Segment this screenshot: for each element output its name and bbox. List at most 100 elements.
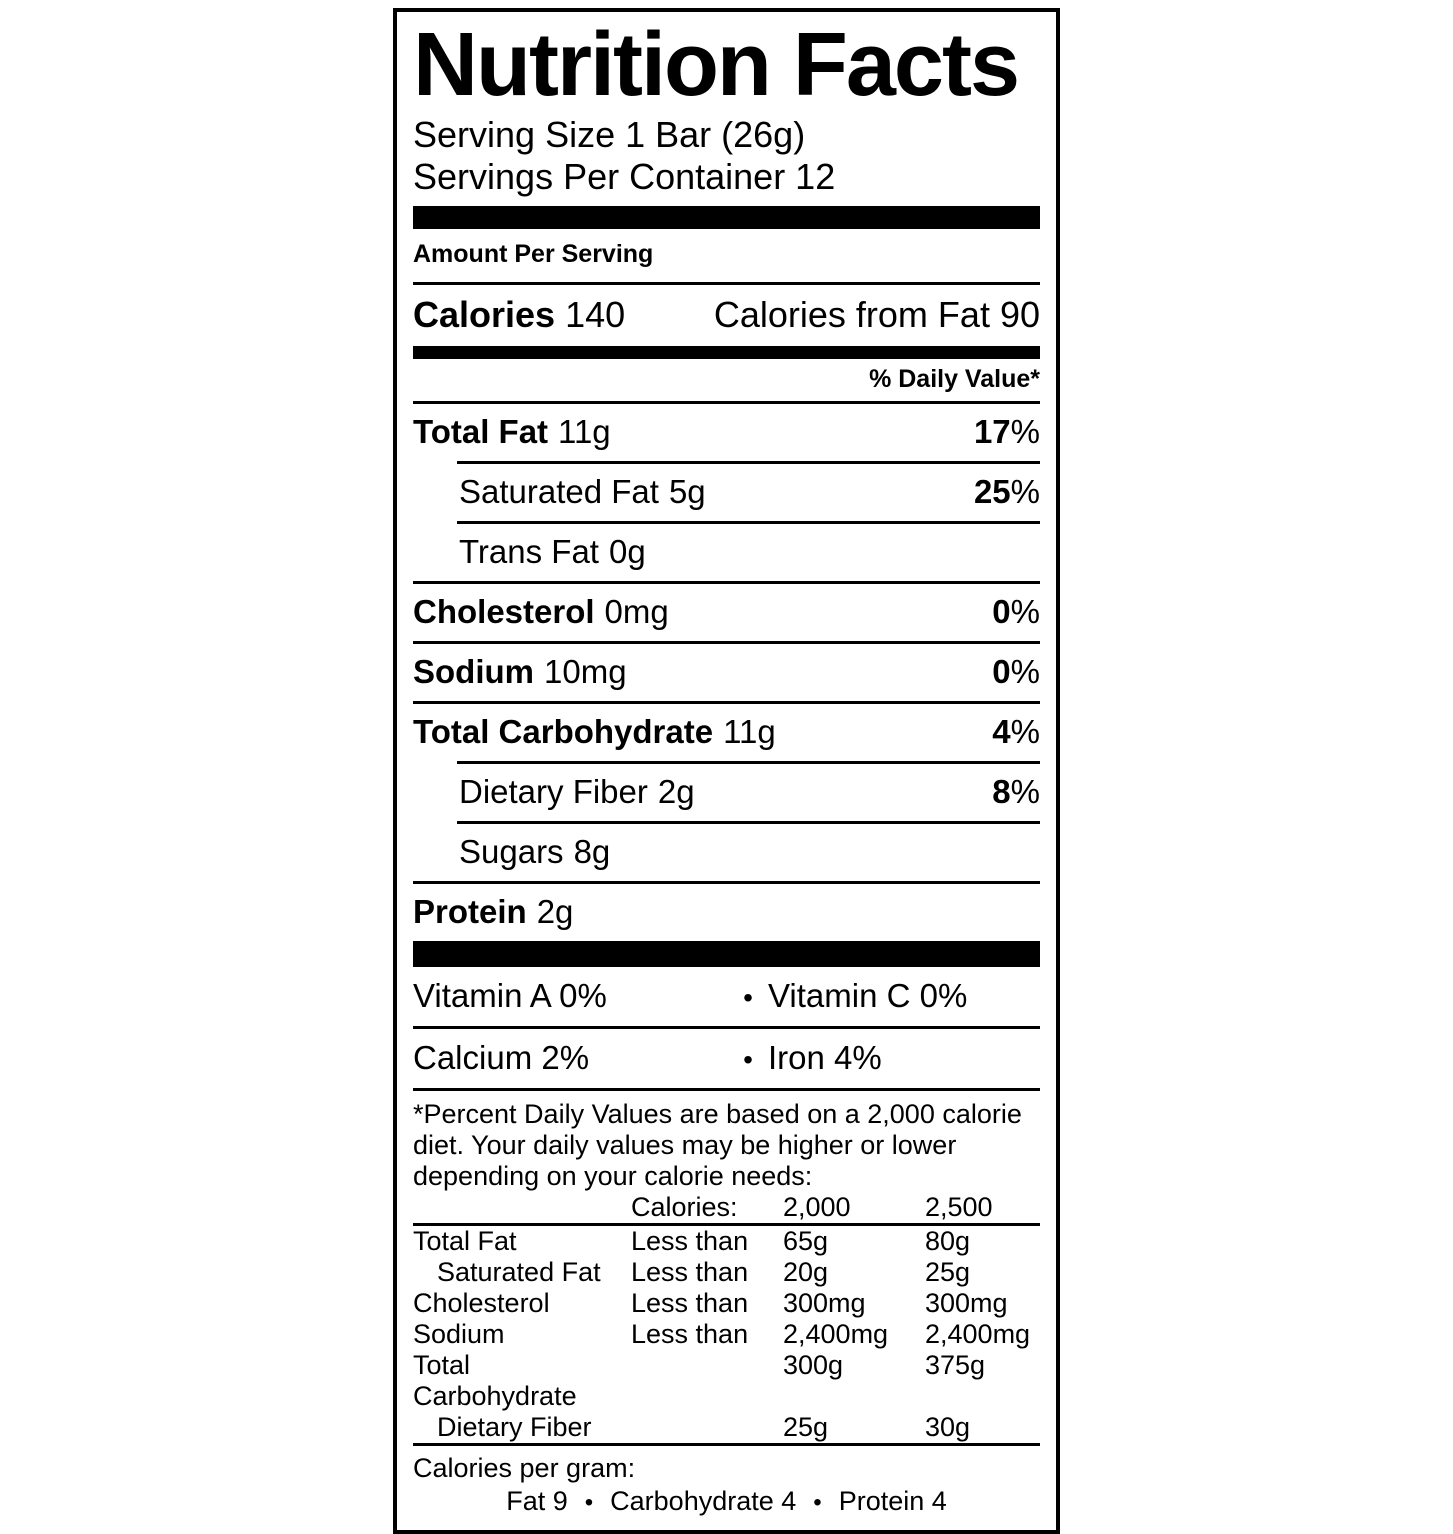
iron: Iron 4% [768,1039,882,1076]
col-2000-header: 2,000 [783,1192,851,1222]
nutrient-name: Sodium [413,653,534,690]
nutrient-name: Total Fat [413,413,549,450]
nutrient-amount: 0mg [604,593,669,630]
cpg-protein: Protein 4 [838,1486,947,1516]
vitamin-a: Vitamin A 0% [413,977,607,1014]
thin-thick-rule [413,346,1040,359]
nutrient-dv: 4% [992,713,1040,751]
nutrient-name: Cholesterol [413,593,595,630]
nutrient-amount: 2g [536,893,574,930]
separator [413,581,1040,584]
reference-row-sodium: Sodium Less than 2,400mg 2,400mg [413,1319,1040,1350]
dv-number: 25 [973,473,1011,510]
nutrient-row-total-fat: Total Fat 11g 17% [413,404,1040,461]
calories-label: Calories [413,294,556,335]
percent-sign: % [1010,713,1040,750]
nutrient-row-trans-fat: Trans Fat 0g [413,524,1040,581]
separator [413,641,1040,644]
nutrient-dv: 17% [974,413,1040,451]
nutrient-amount: 0g [608,533,646,570]
nutrient-dv: 25% [974,473,1040,511]
dv-number: 4 [992,713,1011,750]
ref-2000: 20g [783,1257,829,1287]
ref-qualifier: Less than [631,1319,749,1349]
nutrient-name: Trans Fat [459,533,599,570]
serving-size-text: Serving Size 1 Bar (26g) [413,114,806,155]
daily-value-header: % Daily Value* [869,365,1040,393]
ref-name: Sodium [413,1319,505,1349]
percent-sign: % [1010,653,1040,690]
reference-row-dietary-fiber: Dietary Fiber 25g 30g [413,1412,1040,1443]
ref-2500: 30g [925,1412,971,1442]
reference-row-total-fat: Total Fat Less than 65g 80g [413,1226,1040,1257]
calories-row: Calories 140 Calories from Fat 90 [413,285,1040,346]
calories-per-gram-label: Calories per gram: [413,1453,636,1483]
calories-col-label: Calories: [631,1192,738,1222]
calories-value: 140 [565,294,626,335]
col-2500-header: 2,500 [925,1192,993,1222]
ref-qualifier: Less than [631,1226,749,1256]
ref-name: Dietary Fiber [437,1412,592,1442]
nutrient-name: Protein [413,893,527,930]
label-title: Nutrition Facts [413,15,1020,115]
ref-2000: 2,400mg [783,1319,889,1349]
separator [413,401,1040,404]
nutrient-row-sodium: Sodium 10mg 0% [413,644,1040,701]
nutrient-name: Dietary Fiber [459,773,648,810]
dv-number: 0 [992,653,1011,690]
nutrient-amount: 2g [657,773,695,810]
amount-per-serving-heading: Amount Per Serving [413,240,654,268]
nutrient-dv: 0% [992,653,1040,691]
bullet-icon: • [813,1489,822,1516]
separator [413,1443,1040,1446]
reference-row-saturated-fat: Saturated Fat Less than 20g 25g [413,1257,1040,1288]
separator [413,881,1040,884]
nutrient-row-cholesterol: Cholesterol 0mg 0% [413,584,1040,641]
calories-from-fat: Calories from Fat 90 [714,294,1040,336]
thick-rule-top [413,206,1040,229]
separator-indented [457,461,1040,464]
ref-2000: 25g [783,1412,829,1442]
ref-name: Total Carbohydrate [413,1350,577,1411]
calories-from-fat-value: 90 [999,294,1040,335]
nutrient-row-saturated-fat: Saturated Fat 5g 25% [413,464,1040,521]
dv-number: 17 [973,413,1011,450]
calories-per-gram-values: Fat 9 • Carbohydrate 4 • Protein 4 [413,1484,1040,1522]
separator [413,1026,1040,1029]
daily-value-footnote: *Percent Daily Values are based on a 2,0… [413,1099,1022,1191]
nutrient-row-sugars: Sugars 8g [413,824,1040,881]
ref-name: Total Fat [413,1226,517,1256]
reference-table-header: Calories: 2,000 2,500 [413,1192,1040,1223]
ref-2000: 300mg [783,1288,866,1318]
ref-2500: 25g [925,1257,971,1287]
nutrient-row-total-carbohydrate: Total Carbohydrate 11g 4% [413,704,1040,761]
servings-per-container-text: Servings Per Container 12 [413,156,836,197]
percent-sign: % [1010,593,1040,630]
reference-row-total-carbohydrate: Total Carbohydrate 300g 375g [413,1350,1040,1412]
separator [413,1088,1040,1091]
cpg-carbohydrate: Carbohydrate 4 [610,1486,797,1516]
nutrient-amount: 10mg [544,653,627,690]
ref-qualifier: Less than [631,1257,749,1287]
ref-2500: 80g [925,1226,971,1256]
thick-rule-vitamins [413,941,1040,967]
bullet-icon: • [584,1489,594,1516]
separator-indented [457,761,1040,764]
nutrient-amount: 11g [558,413,611,450]
calories-from-fat-label: Calories from Fat [713,294,990,335]
dv-number: 0 [992,593,1011,630]
calcium: Calcium 2% [413,1039,590,1076]
reference-row-cholesterol: Cholesterol Less than 300mg 300mg [413,1288,1040,1319]
nutrient-name: Total Carbohydrate [413,713,714,750]
ref-2000: 300g [783,1350,844,1380]
vitamin-row-2: Calcium 2% • Iron 4% [413,1029,1040,1088]
ref-qualifier: Less than [631,1288,749,1318]
ref-name: Cholesterol [413,1288,550,1318]
nutrient-dv: 8% [992,773,1040,811]
nutrient-name: Saturated Fat [459,473,659,510]
bullet-icon: • [743,1044,753,1075]
percent-sign: % [1010,773,1040,810]
ref-2500: 300mg [925,1288,1008,1318]
bullet-icon: • [743,982,753,1013]
cpg-fat: Fat 9 [506,1486,568,1516]
